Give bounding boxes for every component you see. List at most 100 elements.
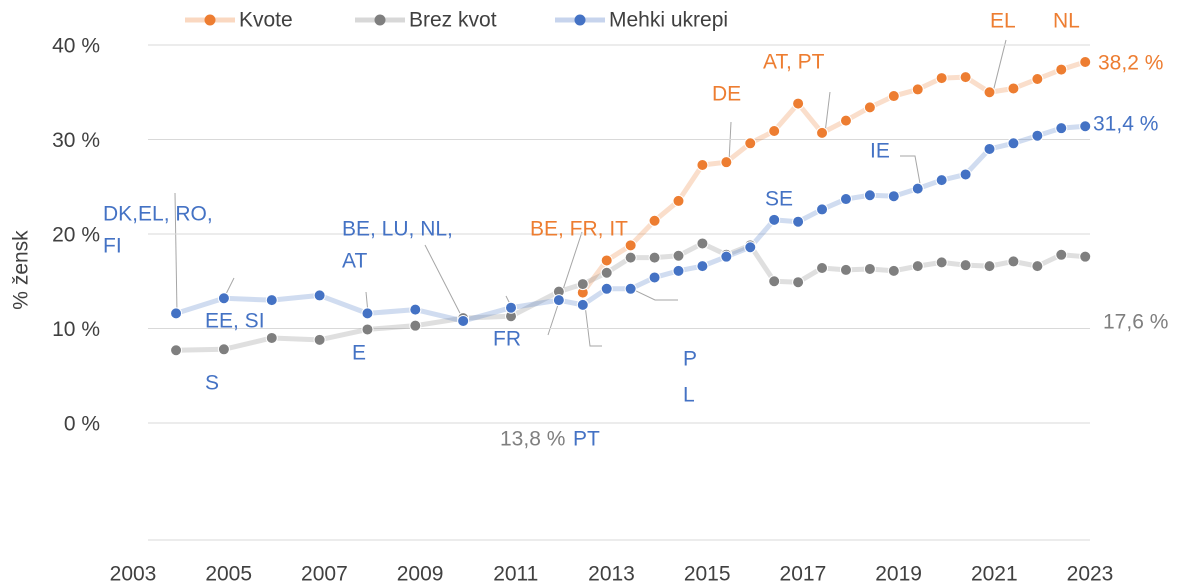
data-point — [1007, 255, 1020, 268]
data-point — [839, 193, 852, 206]
leader-line — [424, 244, 465, 322]
annotation: IE — [870, 140, 890, 163]
data-point — [600, 254, 613, 267]
x-tick-label: 2007 — [301, 563, 348, 586]
data-point — [744, 241, 757, 254]
data-point — [959, 168, 972, 181]
data-point — [1079, 56, 1092, 69]
data-point — [672, 249, 685, 262]
data-point — [768, 124, 781, 137]
data-point — [409, 303, 422, 316]
x-tick-label: 2017 — [780, 563, 827, 586]
data-point — [265, 294, 278, 307]
data-point — [768, 213, 781, 226]
data-point — [217, 292, 230, 305]
x-tick-label: 2023 — [1067, 563, 1114, 586]
data-point — [600, 266, 613, 279]
data-point — [792, 276, 805, 289]
data-point — [911, 260, 924, 273]
data-point — [911, 182, 924, 195]
data-point — [1007, 82, 1020, 95]
data-point — [170, 307, 183, 320]
legend-label: Kvote — [239, 9, 293, 32]
data-point — [648, 251, 661, 264]
data-point — [863, 101, 876, 114]
data-point — [983, 86, 996, 99]
x-tick-label: 2015 — [684, 563, 731, 586]
y-axis-label: % žensk — [10, 230, 33, 310]
annotation: EE, SI — [205, 310, 265, 333]
data-point — [839, 263, 852, 276]
data-point — [313, 289, 326, 302]
data-point — [361, 323, 374, 336]
leader-line — [631, 288, 678, 301]
data-point — [935, 256, 948, 269]
data-point — [1031, 260, 1044, 273]
annotation: 38,2 % — [1098, 52, 1163, 75]
annotation: AT — [342, 250, 367, 273]
data-point — [744, 137, 757, 150]
annotation: AT, PT — [763, 51, 825, 74]
data-point — [1055, 63, 1068, 76]
y-tick-label: 10 % — [52, 318, 100, 341]
data-point — [816, 126, 829, 139]
annotation: E — [352, 342, 366, 365]
leader-line — [584, 304, 602, 347]
data-point — [816, 262, 829, 275]
data-point — [672, 194, 685, 207]
x-tick-label: 2009 — [397, 563, 444, 586]
leader-line — [824, 91, 831, 134]
annotation: EL — [990, 10, 1016, 33]
data-point — [792, 215, 805, 228]
annotation: 31,4 % — [1093, 113, 1158, 136]
annotation: S — [205, 372, 219, 395]
data-point — [648, 214, 661, 227]
data-point — [170, 344, 183, 357]
x-tick-label: 2019 — [875, 563, 922, 586]
data-point — [576, 298, 589, 311]
leader-line — [547, 231, 583, 336]
data-point — [1031, 129, 1044, 142]
x-tick-label: 2013 — [588, 563, 635, 586]
annotation: BE, LU, NL, — [342, 218, 453, 241]
annotation: 17,6 % — [1103, 311, 1168, 334]
data-point — [1055, 248, 1068, 261]
data-point — [696, 159, 709, 172]
legend-swatch — [204, 14, 216, 26]
y-tick-label: 30 % — [52, 129, 100, 152]
data-point — [959, 71, 972, 84]
annotation: 13,8 % — [500, 428, 565, 451]
annotation: DE — [712, 83, 741, 106]
y-tick-label: 40 % — [52, 35, 100, 58]
legend-swatch — [374, 14, 386, 26]
data-point — [576, 278, 589, 291]
data-point — [887, 190, 900, 203]
data-point — [505, 301, 518, 314]
legend-label: Brez kvot — [409, 9, 497, 32]
leader-line — [900, 155, 922, 190]
annotation: PT — [573, 428, 600, 451]
data-point — [552, 294, 565, 307]
data-point — [887, 264, 900, 277]
data-point — [1007, 137, 1020, 150]
legend-label: Mehki ukrepi — [609, 9, 728, 32]
y-tick-label: 20 % — [52, 224, 100, 247]
annotation: DK,EL, RO, — [103, 203, 213, 226]
data-point — [1079, 120, 1092, 133]
annotation: L — [683, 384, 695, 407]
data-point — [1055, 122, 1068, 135]
data-point — [720, 156, 733, 169]
data-point — [624, 251, 637, 264]
data-point — [983, 142, 996, 155]
data-point — [648, 271, 661, 284]
x-tick-label: 2011 — [493, 563, 538, 586]
legend-swatch — [574, 14, 586, 26]
data-point — [959, 259, 972, 272]
data-point — [720, 250, 733, 263]
x-tick-label: 2003 — [110, 563, 157, 586]
data-point — [792, 97, 805, 110]
data-point — [935, 174, 948, 187]
leader-line — [174, 192, 178, 314]
data-point — [839, 114, 852, 127]
